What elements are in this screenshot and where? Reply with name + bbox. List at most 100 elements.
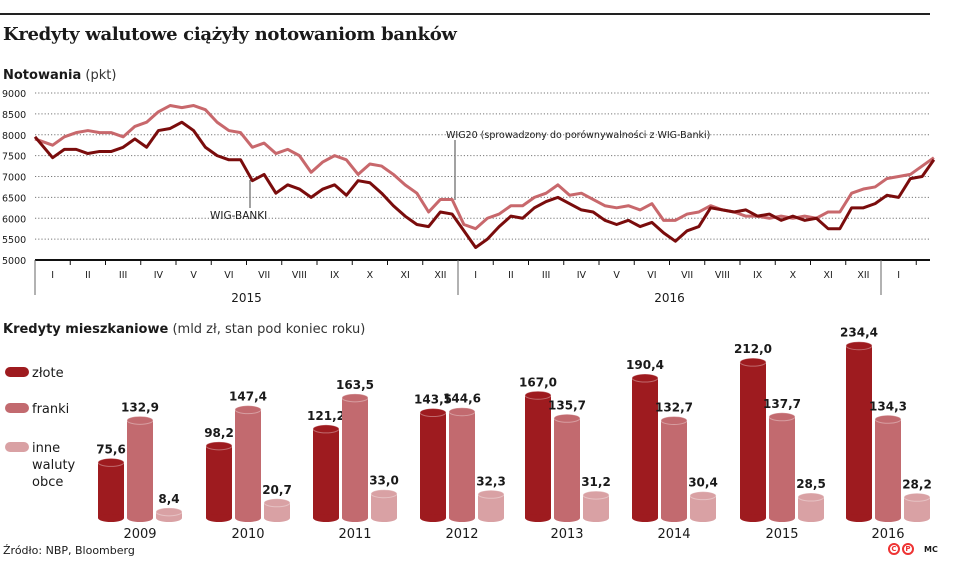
category-label: 2013 — [550, 527, 583, 542]
bar-inne — [477, 489, 505, 522]
bar-top — [768, 412, 796, 422]
category-label: 2012 — [445, 527, 478, 542]
data-label-inne: 28,5 — [796, 477, 826, 491]
month-label: VI — [647, 270, 656, 281]
category-label: 2009 — [123, 527, 156, 542]
bar-bottom — [554, 514, 580, 522]
bar-bottom — [449, 514, 475, 522]
y-tick-label: 8500 — [2, 110, 26, 121]
legend-swatch-franki — [5, 403, 29, 413]
data-label-franki: 132,7 — [655, 400, 693, 414]
bar-chart-unit: (mld zł, stan pod koniec roku) — [172, 322, 366, 337]
data-label-inne: 33,0 — [369, 474, 399, 488]
bar-zlote — [419, 408, 447, 522]
data-label-zlote: 98,2 — [204, 426, 234, 440]
month-label: VI — [224, 270, 233, 281]
y-tick-label: 7500 — [2, 152, 26, 163]
bar-top — [448, 407, 476, 417]
data-label-inne: 30,4 — [688, 476, 718, 490]
bar-zlote — [97, 457, 125, 522]
data-label-franki: 144,6 — [443, 392, 481, 406]
month-label: XII — [857, 270, 869, 281]
month-label: XII — [434, 270, 446, 281]
month-label: XI — [400, 270, 409, 281]
data-label-inne: 8,4 — [158, 492, 179, 506]
data-label-inne: 20,7 — [262, 483, 292, 497]
series-line-wig_banki — [33, 120, 936, 249]
bar-body — [661, 420, 687, 518]
month-label: III — [542, 270, 550, 281]
bar-top — [97, 457, 125, 467]
month-label: II — [85, 270, 91, 281]
line-chart-heading: Notowania — [3, 68, 82, 83]
y-tick-label: 5500 — [2, 235, 26, 246]
data-label-franki: 163,5 — [336, 378, 374, 392]
legend-label-franki: franki — [32, 402, 69, 417]
legend-label-zlote: złote — [32, 366, 64, 381]
bar-franki — [768, 412, 796, 522]
bar-chart-title: Kredyty mieszkaniowe (mld zł, stan pod k… — [3, 322, 365, 337]
category-label: 2014 — [657, 527, 690, 542]
bar-body — [846, 345, 872, 518]
legend-label-inne: obce — [32, 475, 63, 490]
legend-swatch-inne — [5, 442, 29, 452]
bar-body — [769, 416, 795, 518]
bar-body — [420, 412, 446, 518]
bar-bottom — [127, 514, 153, 522]
author-initials: MC — [924, 544, 938, 554]
data-label-franki: 137,7 — [763, 397, 801, 411]
bar-top — [582, 490, 610, 500]
bar-bottom — [583, 514, 609, 522]
bar-top — [797, 492, 825, 502]
bar-bottom — [661, 514, 687, 522]
bar-franki — [234, 405, 262, 522]
bar-top — [903, 492, 931, 502]
bar-body — [371, 493, 397, 518]
annotation-wig-banki: WIG-BANKI — [210, 210, 267, 222]
legend-swatch-zlote — [5, 367, 29, 377]
data-label-zlote: 75,6 — [96, 442, 126, 456]
bar-body — [583, 495, 609, 518]
month-label: IV — [577, 270, 587, 281]
month-label: III — [119, 270, 127, 281]
bar-body — [904, 497, 930, 518]
source-note: Źródło: NBP, Bloomberg — [3, 544, 135, 557]
month-label: VII — [258, 270, 270, 281]
bar-bottom — [846, 514, 872, 522]
bar-top — [631, 373, 659, 383]
data-label-zlote: 167,0 — [519, 375, 557, 389]
p-icon: P — [902, 543, 914, 555]
bar-top — [874, 414, 902, 424]
bar-zlote — [845, 341, 873, 522]
y-tick-label: 6000 — [2, 214, 26, 225]
bar-body — [264, 502, 290, 518]
category-label: 2010 — [231, 527, 264, 542]
bar-body — [98, 462, 124, 518]
data-label-inne: 28,2 — [902, 477, 932, 491]
bar-body — [525, 395, 551, 518]
bar-body — [235, 409, 261, 518]
data-label-franki: 147,4 — [229, 390, 267, 404]
bar-top — [845, 341, 873, 351]
data-label-zlote: 121,2 — [307, 409, 345, 423]
y-tick-label: 5000 — [2, 256, 26, 267]
data-label-franki: 132,9 — [121, 400, 159, 414]
data-label-franki: 134,3 — [869, 399, 907, 413]
bar-bottom — [478, 514, 504, 522]
line-chart-unit: (pkt) — [85, 68, 117, 83]
bar-zlote — [312, 424, 340, 522]
bar-inne — [689, 491, 717, 522]
bar-body — [740, 362, 766, 518]
month-label: V — [190, 270, 197, 281]
bar-top — [524, 390, 552, 400]
year-label: 2015 — [231, 291, 262, 305]
data-label-zlote: 190,4 — [626, 358, 664, 372]
series-line-wig20 — [34, 104, 935, 231]
bar-top — [477, 489, 505, 499]
legend-label-inne: waluty — [32, 458, 76, 473]
bar-body — [342, 397, 368, 518]
bar-body — [554, 418, 580, 518]
month-label: IX — [330, 270, 340, 281]
bar-chart-heading: Kredyty mieszkaniowe — [3, 322, 169, 337]
bar-bottom — [206, 514, 232, 522]
